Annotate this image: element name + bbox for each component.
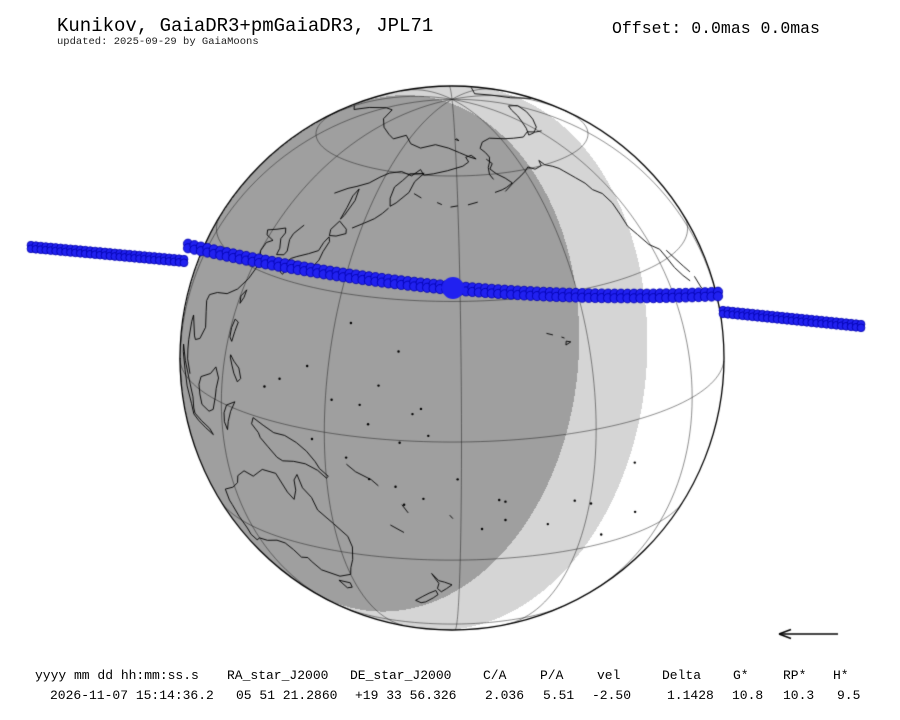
cell-pa: 5.51 [543,688,575,703]
cell-rp: 10.3 [783,688,815,703]
cell-g: 10.8 [732,688,764,703]
col-header-g: G* [733,668,749,683]
col-header-h: H* [833,668,849,683]
cell-ra: 05 51 21.2860 [236,688,338,703]
col-header-ra: RA_star_J2000 [227,668,329,683]
offset-readout: Offset: 0.0mas 0.0mas [612,19,820,38]
table-header-row: yyyy mm dd hh:mm:ss.s RA_star_J2000 DE_s… [0,668,900,684]
cell-delta: 1.1428 [667,688,714,703]
table-data-row: 2026-11-07 15:14:36.2 05 51 21.2860 +19 … [0,688,900,704]
col-header-rp: RP* [783,668,807,683]
cell-time: 2026-11-07 15:14:36.2 [50,688,214,703]
col-header-delta: Delta [662,668,702,683]
col-header-time: yyyy mm dd hh:mm:ss.s [35,668,199,683]
plot-title: Kunikov, GaiaDR3+pmGaiaDR3, JPL71 [57,15,434,37]
cell-ca: 2.036 [485,688,525,703]
cell-vel: -2.50 [592,688,632,703]
cell-h: 9.5 [837,688,861,703]
col-header-de: DE_star_J2000 [350,668,452,683]
col-header-vel: vel [597,668,621,683]
col-header-ca: C/A [483,668,507,683]
cell-de: +19 33 56.326 [355,688,457,703]
plot-subtitle: updated: 2025-09-29 by GaiaMoons [57,36,259,48]
col-header-pa: P/A [540,668,564,683]
